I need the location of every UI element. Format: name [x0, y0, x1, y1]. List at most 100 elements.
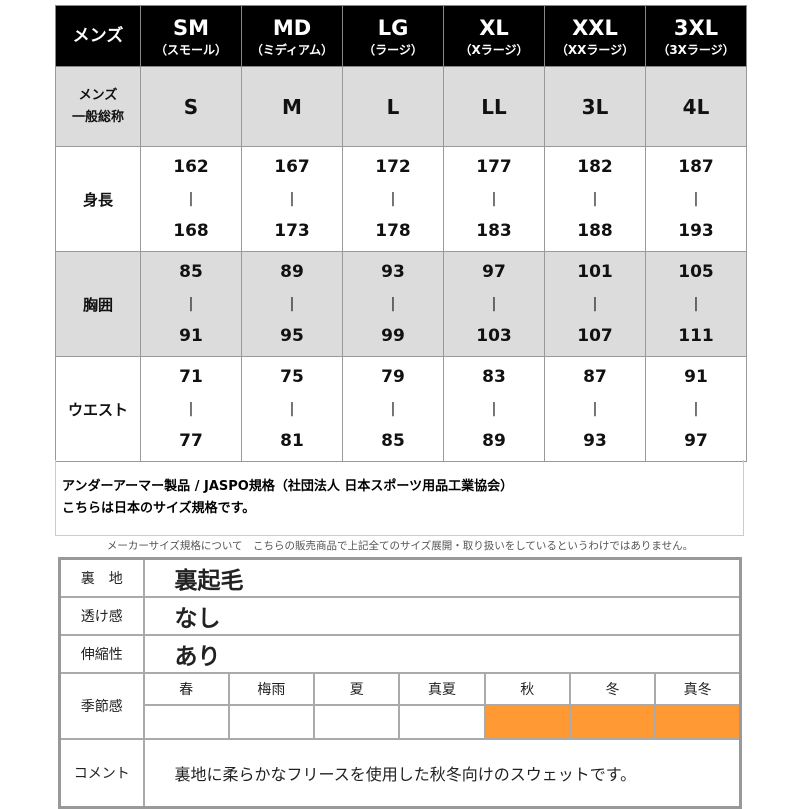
season-name: 梅雨	[227, 672, 316, 706]
waist-value: 77	[179, 431, 203, 451]
chest-cell: 89 | 95	[241, 251, 343, 357]
chest-value: 103	[476, 326, 512, 346]
season-name: 春	[142, 672, 230, 706]
height-value: 182	[577, 157, 613, 177]
height-row: 身長 162 | 168 167 | 173 172 | 178 177 | 183 182 | 188 187…	[55, 146, 747, 252]
chest-cell: 93 | 99	[342, 251, 444, 357]
height-value: |	[390, 191, 396, 207]
waist-value: |	[693, 401, 699, 417]
size-name: （XXラージ）	[555, 42, 635, 57]
season-indicator	[568, 704, 657, 740]
height-value: 172	[375, 157, 411, 177]
general-size-cell: 4L	[645, 66, 747, 147]
general-size-cell: 3L	[544, 66, 646, 147]
height-value: 162	[173, 157, 209, 177]
chest-cell: 105 | 111	[645, 251, 747, 357]
comment-label: コメント	[58, 738, 145, 808]
lining-value: 裏起毛	[142, 557, 742, 598]
height-cell: 162 | 168	[140, 146, 242, 252]
height-cell: 187 | 193	[645, 146, 747, 252]
season-indicator	[142, 704, 230, 740]
height-cell: 177 | 183	[443, 146, 545, 252]
waist-value: 91	[684, 367, 708, 387]
row-label-general: メンズ 一般総称	[55, 66, 141, 147]
chest-row: 胸囲 85 | 91 89 | 95 93 | 99 97 | 103 101 | 107 105 | 111	[55, 251, 747, 357]
size-header-row: メンズ SM （スモール） MD （ミディアム） LG （ラージ） XL （Xラージ） XXL （…	[55, 5, 747, 67]
disclaimer: メーカーサイズ規格について こちらの販売商品で上記全てのサイズ展開・取り扱いをし…	[106, 540, 694, 552]
size-name: （ラージ）	[363, 42, 423, 57]
general-size-cell: L	[342, 66, 444, 147]
season-indicator	[654, 704, 742, 740]
chest-value: |	[592, 296, 598, 312]
height-value: 168	[173, 221, 209, 241]
spec-table: 裏 地裏起毛 透け感 なし 伸縮性 あり 季節感春梅雨夏真夏秋冬真冬 コメント 裏地に…	[58, 557, 742, 809]
waist-cell: 87 | 93	[544, 356, 646, 462]
chest-value: 111	[678, 326, 714, 346]
height-value: 188	[577, 221, 613, 241]
chest-value: 95	[280, 326, 304, 346]
size-name: （スモール）	[154, 42, 227, 57]
season-indicator	[227, 704, 316, 740]
waist-value: 79	[381, 367, 405, 387]
height-value: 183	[476, 221, 512, 241]
size-header-md: MD （ミディアム）	[241, 5, 343, 67]
corner-label: メンズ	[55, 5, 141, 67]
season-indicator	[313, 704, 401, 740]
waist-value: 89	[482, 431, 506, 451]
general-size-row: メンズ 一般総称 S M L LL 3L 4L	[55, 66, 747, 147]
waist-cell: 91 | 97	[645, 356, 747, 462]
waist-value: 75	[280, 367, 304, 387]
size-header-sm: SM （スモール）	[140, 5, 242, 67]
waist-cell: 71 | 77	[140, 356, 242, 462]
size-code: XXL	[572, 15, 618, 40]
height-value: 178	[375, 221, 411, 241]
chest-value: 85	[179, 262, 203, 282]
waist-value: 87	[583, 367, 607, 387]
waist-value: 93	[583, 431, 607, 451]
chest-value: 93	[381, 262, 405, 282]
size-name: （Xラージ）	[459, 42, 529, 57]
general-size-cell: LL	[443, 66, 545, 147]
chest-value: 91	[179, 326, 203, 346]
height-value: |	[693, 191, 699, 207]
size-note: アンダーアーマー製品 / JASPO規格（社団法人 日本スポーツ用品工業協会） …	[55, 460, 744, 536]
size-code: 3XL	[673, 15, 719, 40]
height-value: |	[592, 191, 598, 207]
chest-value: |	[693, 296, 699, 312]
season-name: 秋	[483, 672, 571, 706]
height-cell: 167 | 173	[241, 146, 343, 252]
chest-value: 101	[577, 262, 613, 282]
height-cell: 172 | 178	[342, 146, 444, 252]
waist-cell: 79 | 85	[342, 356, 444, 462]
stretch-label: 伸縮性	[58, 634, 145, 674]
stretch-value: あり	[142, 634, 742, 674]
note-line-1: アンダーアーマー製品 / JASPO規格（社団法人 日本スポーツ用品工業協会）	[62, 479, 514, 494]
note-line-2: こちらは日本のサイズ規格です。	[62, 501, 256, 516]
chest-value: 99	[381, 326, 405, 346]
waist-row: ウエスト 71 | 77 75 | 81 79 | 85 83 | 89 87 | 93 91 | 97	[55, 356, 747, 462]
season-label: 季節感	[58, 672, 145, 740]
size-header-xxl: XXL （XXラージ）	[544, 5, 646, 67]
comment-value: 裏地に柔らかなフリースを使用した秋冬向けのスウェットです。	[142, 738, 742, 808]
sheer-value: なし	[142, 596, 742, 636]
height-value: 167	[274, 157, 310, 177]
waist-value: 97	[684, 431, 708, 451]
size-code: LG	[377, 15, 409, 40]
chest-cell: 97 | 103	[443, 251, 545, 357]
waist-cell: 75 | 81	[241, 356, 343, 462]
size-header-lg: LG （ラージ）	[342, 5, 444, 67]
waist-value: |	[289, 401, 295, 417]
row-label-waist: ウエスト	[55, 356, 141, 462]
row-label-chest: 胸囲	[55, 251, 141, 357]
chest-value: |	[188, 296, 194, 312]
height-value: 173	[274, 221, 310, 241]
season-name: 冬	[568, 672, 657, 706]
waist-value: 81	[280, 431, 304, 451]
size-code: XL	[479, 15, 509, 40]
season-name: 真冬	[654, 672, 742, 706]
chest-value: 105	[678, 262, 714, 282]
size-code: SM	[172, 15, 210, 40]
size-name: （3Xラージ）	[657, 42, 735, 57]
general-size-cell: S	[140, 66, 242, 147]
height-value: 187	[678, 157, 714, 177]
